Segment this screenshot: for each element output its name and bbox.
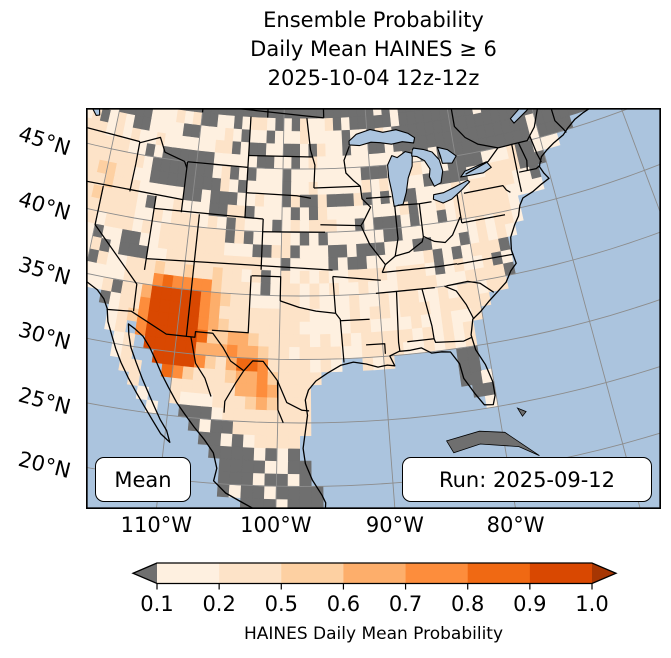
colorbar-tick-label-1.0: 1.0 bbox=[575, 592, 609, 616]
coastline bbox=[86, 108, 592, 509]
colorbar-tick-label-0.8: 0.8 bbox=[451, 592, 485, 616]
islands bbox=[445, 407, 540, 456]
lon-tick-label-90: 90°W bbox=[365, 513, 424, 537]
run-annotation-box: Run: 2025-09-12 bbox=[402, 457, 652, 502]
lon-tick-label-80: 80°W bbox=[486, 513, 545, 537]
colorbar-bin-0 bbox=[157, 563, 220, 584]
lat-tick-label-20: 20°N bbox=[15, 447, 74, 484]
colorbar-tick-label-0.2: 0.2 bbox=[202, 592, 236, 616]
map-frame bbox=[86, 108, 661, 509]
lon-tick-label-110: 110°W bbox=[120, 513, 193, 537]
lat-tick-label-25: 25°N bbox=[15, 382, 74, 420]
lat-tick-label-40: 40°N bbox=[15, 187, 74, 226]
graticule-lines bbox=[86, 108, 661, 509]
run-annotation-label: Run: 2025-09-12 bbox=[438, 467, 616, 492]
colorbar-tick-label-0.9: 0.9 bbox=[513, 592, 547, 616]
lakes-and-waterways bbox=[91, 108, 530, 207]
mean-annotation-label: Mean bbox=[114, 467, 172, 492]
title-line-1: Ensemble Probability bbox=[263, 8, 484, 32]
colorbar-bin-6 bbox=[529, 563, 593, 584]
colorbar-bin-2 bbox=[281, 563, 344, 584]
figure-title: Ensemble Probability Daily Mean HAINES ≥… bbox=[86, 6, 661, 93]
colorbar-over-arrow bbox=[592, 563, 616, 584]
colorbar-tick-label-0.1: 0.1 bbox=[140, 592, 174, 616]
colorbar-tick-label-0.7: 0.7 bbox=[388, 592, 423, 616]
colorbar-bin-4 bbox=[405, 563, 469, 584]
lon-tick-label-100: 100°W bbox=[240, 513, 312, 537]
lat-tick-label-45: 45°N bbox=[15, 121, 74, 161]
colorbar-ticks bbox=[156, 583, 593, 590]
colorbar-bin-1 bbox=[219, 563, 282, 584]
colorbar-bin-5 bbox=[467, 563, 531, 584]
title-line-3: 2025-10-04 12z-12z bbox=[267, 66, 480, 90]
colorbar-axis-label: HAINES Daily Mean Probability bbox=[243, 624, 504, 644]
lat-tick-label-30: 30°N bbox=[15, 317, 74, 355]
colorbar bbox=[131, 562, 618, 590]
colorbar-tick-label-0.6: 0.6 bbox=[326, 592, 361, 616]
colorbar-under-arrow bbox=[133, 563, 157, 584]
map-plot-area bbox=[86, 108, 661, 509]
colorbar-bin-3 bbox=[343, 563, 407, 584]
lat-tick-label-35: 35°N bbox=[15, 252, 74, 291]
mean-annotation-box: Mean bbox=[95, 457, 191, 502]
title-line-2: Daily Mean HAINES ≥ 6 bbox=[250, 37, 497, 61]
colorbar-tick-label-0.5: 0.5 bbox=[264, 592, 298, 616]
